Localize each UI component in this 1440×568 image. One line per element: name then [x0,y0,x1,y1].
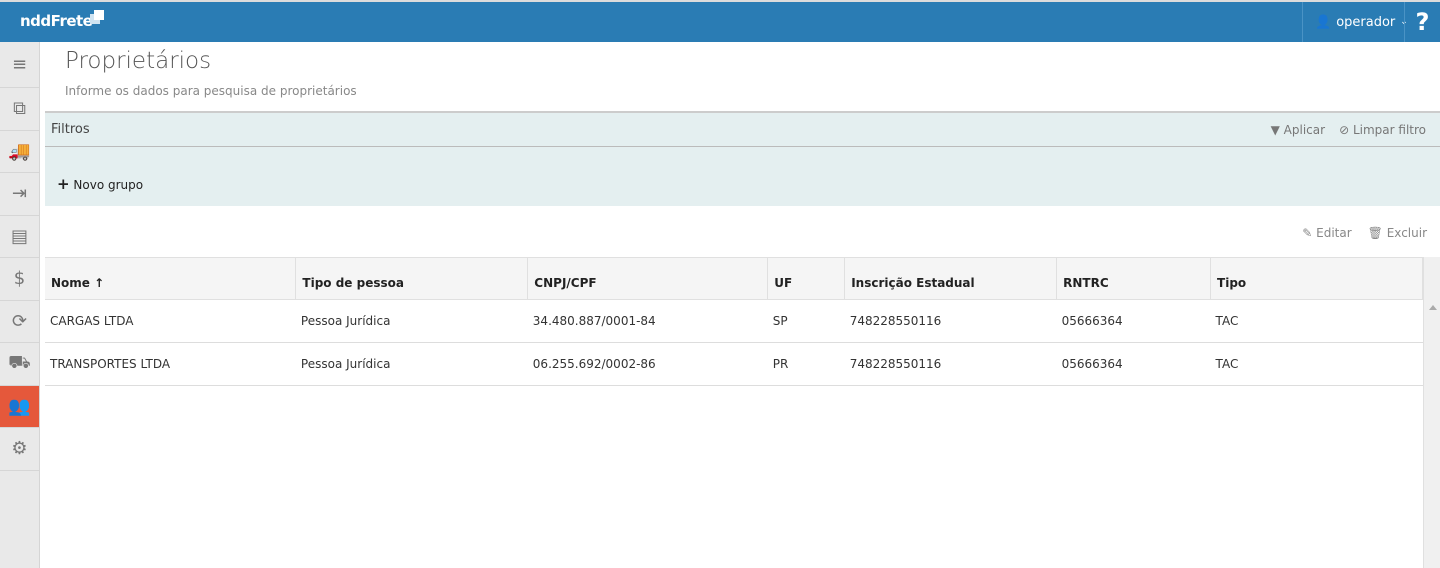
clear-filter-button[interactable]: ⊘ Limpar filtro [1339,123,1426,137]
table-cell: SP [767,299,845,343]
table-row[interactable]: TRANSPORTES LTDA Pessoa Jurídica 06.255.69… [45,342,1423,386]
column-header[interactable]: Nome ↑ [45,257,297,300]
edit-icon: ✎ [1302,226,1313,240]
delete-button[interactable]: 🗑 Excluir [1368,226,1427,240]
table-row[interactable]: CARGAS LTDA Pessoa Jurídica 34.480.887/000… [45,299,1423,343]
user-icon: 👤 [1315,14,1332,30]
truck-icon: 🚚 [8,140,31,162]
money-icon: $ [13,268,26,290]
column-header[interactable]: UF [767,257,846,300]
sidebar: ≡ ⧉ 🚚 ⇥ ▤ $ ⟳ ⛟ 👥 ⚙ [0,42,40,568]
user-name: operador [1336,14,1396,30]
edit-label: Editar [1316,226,1352,240]
document-icon: ▤ [10,225,28,247]
table-cell: Pessoa Jurídica [295,342,528,386]
sidebar-item-document[interactable]: ▤ [0,216,39,258]
table-cell: CARGAS LTDA [45,299,296,343]
top-bar: nddFrete 👤 operador ⌄ ? [0,0,1440,42]
table-cell: 05666364 [1056,299,1211,343]
logo[interactable]: nddFrete [20,10,105,30]
table-cell: 748228550116 [844,342,1057,386]
table-cell: TRANSPORTES LTDA [45,342,296,386]
page-subtitle: Informe os dados para pesquisa de propri… [65,84,357,98]
menu-icon: ≡ [11,54,28,75]
table-cell: 06.255.692/0002-86 [527,342,768,386]
apply-button[interactable]: ▼ Aplicar [1271,123,1325,137]
filter-icon: ▼ [1270,123,1280,137]
sidebar-item-vehicle[interactable]: ⛟ [0,343,39,386]
sidebar-item-payment-cycle[interactable]: ⟳ [0,301,39,343]
payment-cycle-icon: ⟳ [11,310,28,332]
logo-mark [94,10,105,20]
column-header[interactable]: CNPJ/CPF [527,257,769,300]
column-header[interactable]: Tipo de pessoa [295,257,529,300]
gears-icon: ⚙ [11,438,28,460]
column-header[interactable]: Inscrição Estadual [844,257,1058,300]
filter-title: Filtros [51,122,90,137]
column-header[interactable]: Tipo [1210,257,1423,300]
scrollbar[interactable] [1423,257,1440,568]
logo-text: nddFrete [20,12,93,30]
sidebar-item-export[interactable]: ⇥ [0,173,39,216]
trash-icon: 🗑 [1367,226,1383,240]
page-title: Proprietários [65,48,212,74]
column-header[interactable]: RNTRC [1056,257,1212,300]
sidebar-item-money[interactable]: $ [0,258,39,301]
sidebar-item-truck[interactable]: 🚚 [0,131,39,173]
documents-icon: ⧉ [13,98,26,120]
delete-label: Excluir [1386,226,1427,240]
new-group-button[interactable]: + Novo grupo [57,175,143,193]
table-cell: PR [767,342,845,386]
ban-icon: ⊘ [1339,123,1350,137]
edit-button[interactable]: ✎ Editar [1302,226,1351,240]
table-cell: TAC [1210,342,1423,386]
help-button[interactable]: ? [1404,2,1440,42]
vehicle-icon: ⛟ [8,351,31,373]
plus-icon: + [57,175,70,193]
user-menu[interactable]: 👤 operador ⌄ [1302,2,1408,42]
sidebar-item-gears[interactable]: ⚙ [0,428,39,471]
export-icon: ⇥ [11,183,28,205]
filter-panel: Filtros ▼ Aplicar ⊘ Limpar filtro + Novo… [45,111,1440,206]
sidebar-item-users[interactable]: 👥 [0,385,39,428]
clear-label: Limpar filtro [1352,123,1426,137]
table-cell: 34.480.887/0001-84 [527,299,768,343]
table-cell: TAC [1210,299,1423,343]
new-group-label: Novo grupo [73,178,144,192]
scroll-up-arrow[interactable] [1429,305,1437,310]
users-icon: 👥 [8,395,31,417]
sidebar-item-menu[interactable]: ≡ [0,42,39,88]
table-cell: Pessoa Jurídica [295,299,528,343]
apply-label: Aplicar [1283,123,1326,137]
table-cell: 748228550116 [844,299,1057,343]
owners-table: Nome ↑ Tipo de pessoa CNPJ/CPF UF Inscrição … [45,257,1423,386]
table-cell: 05666364 [1056,342,1211,386]
sidebar-item-documents[interactable]: ⧉ [0,88,39,131]
